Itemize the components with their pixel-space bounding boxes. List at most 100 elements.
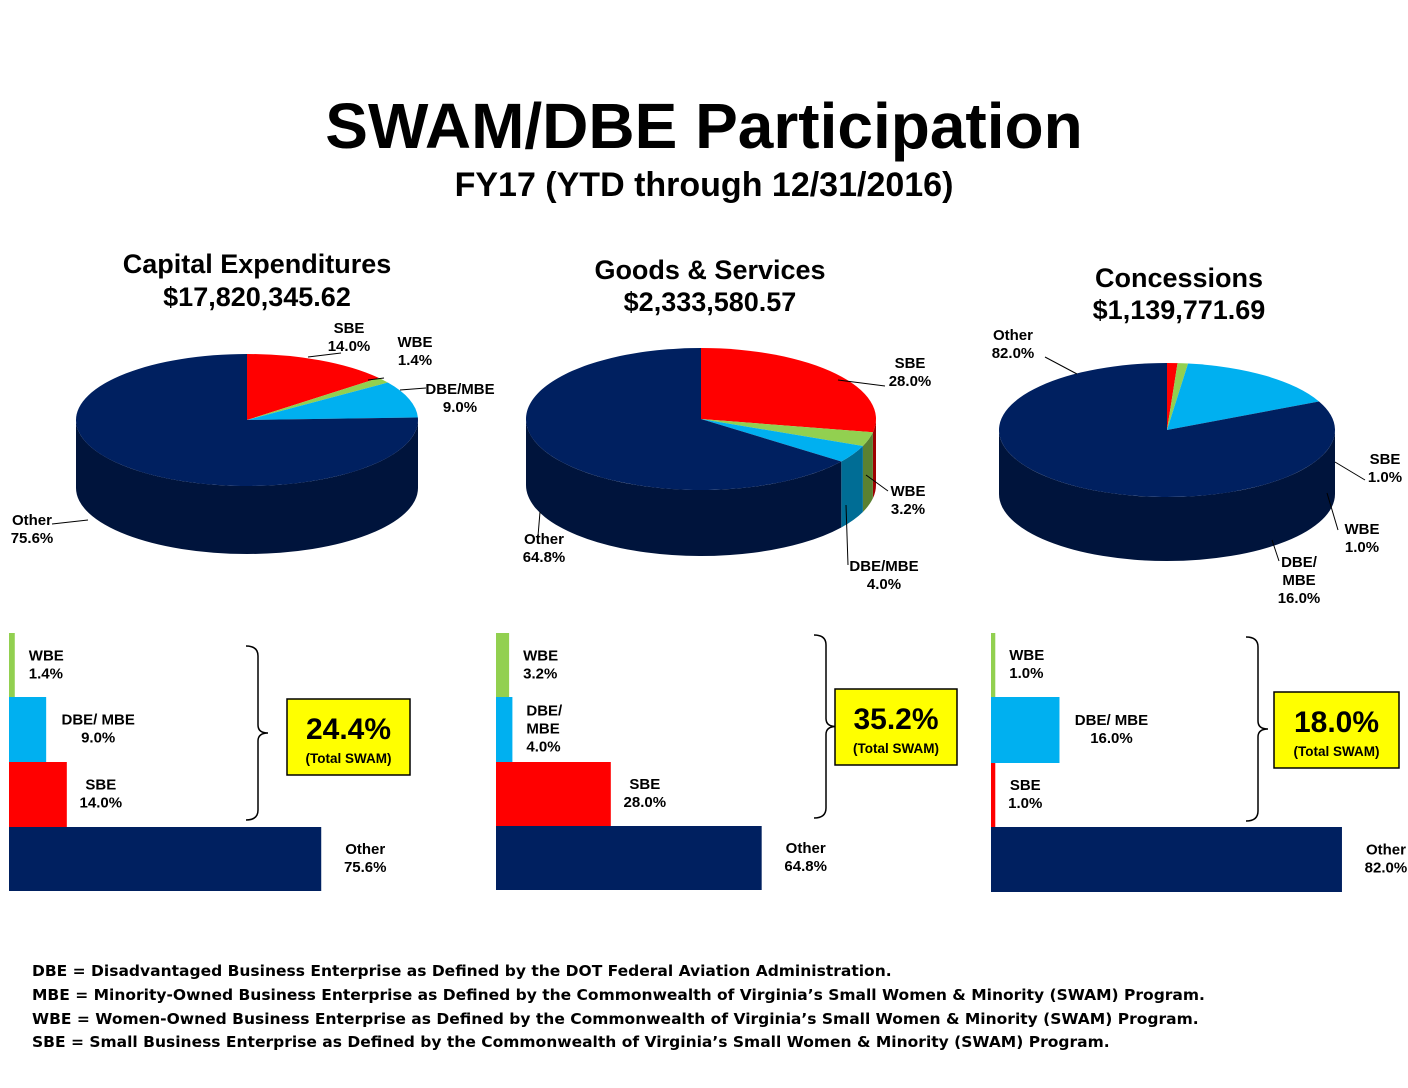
concessions-amount: $1,139,771.69 [1093,295,1266,325]
capital-expenditures-title: Capital Expenditures [123,249,392,279]
concessions-bar-other [991,827,1342,892]
goods-services-pie-label-sbe: SBE [895,355,926,372]
concessions-pie-pct-sbe: 1.0% [1368,469,1402,486]
goods-services-bar-pct-wbe: 3.2% [523,666,557,683]
concessions-pie-sides [999,430,1335,561]
goods-services-bar-pct-sbe: 28.0% [624,794,667,811]
concessions-leader-sbe [1334,461,1366,481]
concessions-leader-wbe [1326,492,1339,531]
goods-services-pie-label-other: Other [524,531,564,548]
capital-expenditures-bar-pct-other: 75.6% [344,859,387,876]
concessions-leader-other [1044,356,1078,375]
capital-expenditures-pie-pct-dbe-mbe: 9.0% [443,399,477,416]
footnote-wbe: WBE = Women-Owned Business Enterprise as… [32,1010,1199,1028]
footnote-sbe: SBE = Small Business Enterprise as Defin… [32,1033,1110,1051]
goods-services-leader-other [537,511,541,537]
goods-services-side-other [526,419,842,556]
capital-expenditures-bar-pct-sbe: 14.0% [80,795,123,812]
capital-expenditures-slice-wbe [247,377,388,420]
concessions-pie-label-dbe-mbe: DBE/ [1281,554,1318,571]
concessions-pie-label-other: Other [993,327,1033,344]
concessions-slice-sbe [1167,363,1178,430]
capital-expenditures-total-value: 24.4% [306,713,391,746]
capital-expenditures-pie-label-dbe-mbe: DBE/MBE [425,381,494,398]
capital-expenditures-bar-pct-wbe: 1.4% [29,666,63,683]
concessions-pie-label-dbe-mbe-1: MBE [1282,572,1315,589]
goods-services-amount: $2,333,580.57 [624,287,797,317]
capital-expenditures-brace [245,645,269,821]
capital-expenditures-leader-other [51,519,89,525]
page-title: SWAM/DBE Participation [325,90,1083,162]
goods-services-bar-dbe-mbe [496,697,513,762]
concessions-bar-pct-other: 82.0% [1365,860,1408,877]
concessions-total-caption: (Total SWAM) [1294,744,1380,759]
capital-expenditures-pie-label-other: Other [12,512,52,529]
goods-services-bar-label-dbe-mbe-1: MBE [526,721,559,738]
capital-expenditures-side-other [76,420,418,554]
goods-services-slice-dbe-mbe [701,419,863,462]
footnote-dbe: DBE = Disadvantaged Business Enterprise … [32,962,892,980]
concessions-bar-dbe-mbe [991,697,1060,763]
concessions-bar-label-sbe: SBE [1010,777,1041,794]
concessions-bar-label-other: Other [1366,842,1406,859]
capital-expenditures-pie-sides [76,420,418,554]
concessions-total-box [1273,691,1400,769]
goods-services-side-wbe [862,432,873,512]
capital-expenditures-leader-dbe-mbe [399,387,427,391]
goods-services-bar-other [496,826,762,890]
concessions-title: Concessions [1095,263,1263,293]
goods-services-pie-label-dbe-mbe: DBE/MBE [849,558,918,575]
concessions-slice-other [999,363,1335,498]
goods-services-bar-label-dbe-mbe: DBE/ [526,703,563,720]
goods-services-bar-label-sbe: SBE [629,776,660,793]
concessions-slice-dbe-mbe [1167,363,1320,430]
capital-expenditures-chart: Capital Expenditures$17,820,345.62SBE14.… [9,249,495,891]
concessions-pie-pct-other: 82.0% [992,345,1035,362]
capital-expenditures-bar-pct-dbe-mbe: 9.0% [81,730,115,747]
concessions-side-other [999,430,1335,561]
goods-services-total-caption: (Total SWAM) [853,741,939,756]
goods-services-leader-wbe [865,474,889,492]
goods-services-pie-pct-sbe: 28.0% [889,373,932,390]
goods-services-pie-pct-wbe: 3.2% [891,501,925,518]
concessions-leader-dbe-mbe [1271,539,1280,562]
goods-services-slice-wbe [701,419,873,446]
goods-services-leader-sbe [837,379,886,387]
concessions-pie-label-sbe: SBE [1370,451,1401,468]
concessions-pie-pct-dbe-mbe: 16.0% [1278,590,1321,607]
capital-expenditures-slice-sbe [247,354,379,420]
concessions-chart: Concessions$1,139,771.69SBE1.0%WBE1.0%DB… [991,263,1407,892]
concessions-slice-wbe [1167,363,1189,430]
capital-expenditures-pie-label-sbe: SBE [334,320,365,337]
capital-expenditures-amount: $17,820,345.62 [163,282,351,312]
goods-services-total-box [834,688,958,766]
capital-expenditures-pie-pct-wbe: 1.4% [398,352,432,369]
goods-services-side-sbe [872,419,876,499]
capital-expenditures-slice-dbe-mbe [247,382,418,420]
concessions-bar-wbe [991,633,996,697]
footnote-mbe: MBE = Minority-Owned Business Enterprise… [32,986,1205,1004]
concessions-bar-pct-wbe: 1.0% [1009,665,1043,682]
capital-expenditures-bar-wbe [9,633,15,698]
goods-services-chart: Goods & Services$2,333,580.57SBE28.0%WBE… [496,255,958,890]
capital-expenditures-leader-sbe [307,352,342,358]
concessions-bar-pct-dbe-mbe: 16.0% [1090,730,1133,747]
page-subtitle: FY17 (YTD through 12/31/2016) [454,166,954,204]
capital-expenditures-total-box [286,698,411,776]
goods-services-bar-label-wbe: WBE [523,648,558,665]
goods-services-pie-label-wbe: WBE [891,483,926,500]
goods-services-bar-pct-dbe-mbe: 4.0% [526,739,560,756]
goods-services-pie-pct-other: 64.8% [523,549,566,566]
goods-services-bar-pct-other: 64.8% [784,858,827,875]
capital-expenditures-bar-sbe [9,762,67,827]
concessions-bar-sbe [991,763,996,827]
capital-expenditures-bar-dbe-mbe [9,697,47,762]
capital-expenditures-pie-pct-sbe: 14.0% [328,338,371,355]
concessions-pie-label-wbe: WBE [1345,521,1380,538]
goods-services-slice-sbe [701,348,876,433]
capital-expenditures-pie-pct-other: 75.6% [11,530,54,547]
goods-services-title: Goods & Services [594,255,825,285]
capital-expenditures-bar-label-wbe: WBE [29,648,64,665]
concessions-bar-label-wbe: WBE [1009,647,1044,664]
